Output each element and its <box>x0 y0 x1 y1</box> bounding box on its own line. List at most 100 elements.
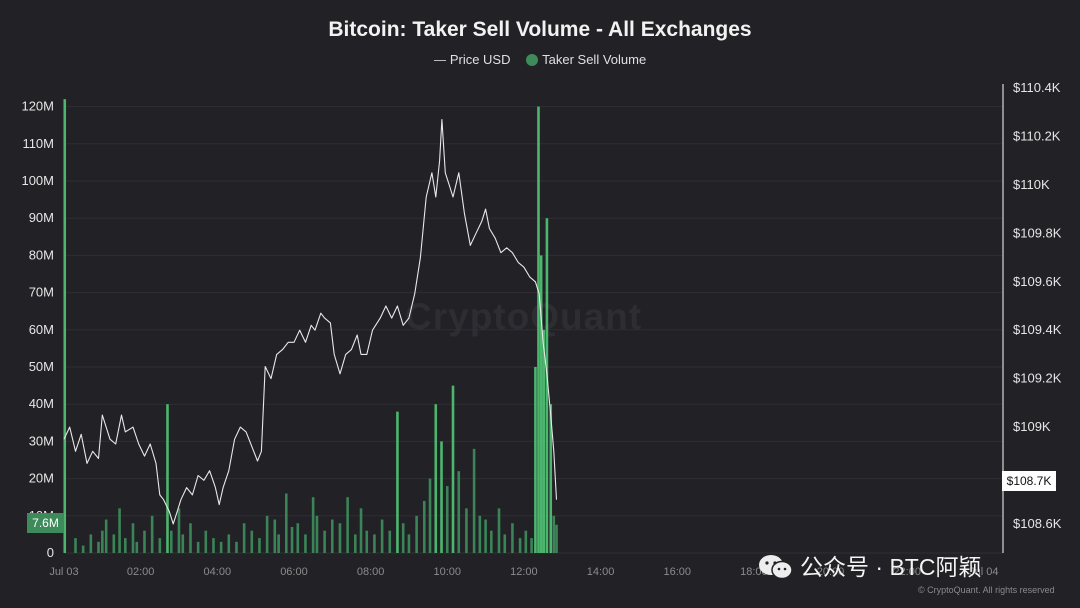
current-volume-badge: 7.6M <box>27 513 64 533</box>
volume-bar <box>552 515 556 553</box>
y-right-tick-label: $110K <box>1013 177 1050 192</box>
volume-bar <box>212 538 215 553</box>
volume-bars <box>63 99 558 553</box>
volume-bar <box>346 497 349 553</box>
volume-bar <box>503 534 507 553</box>
volume-dot-swatch <box>526 54 539 66</box>
volume-bar <box>135 541 139 553</box>
volume-bar <box>143 530 146 553</box>
legend-item-volume[interactable]: Taker Sell Volume <box>526 52 646 67</box>
x-tick-label: 10:00 <box>433 566 461 578</box>
x-tick-label: 12:00 <box>510 566 538 578</box>
wechat-icon <box>759 555 793 580</box>
volume-bar <box>534 367 537 553</box>
volume-bar <box>542 329 546 553</box>
x-tick-label: 04:00 <box>204 566 232 578</box>
volume-bar <box>150 515 154 553</box>
wechat-watermark: 公众号 · BTC阿颖 <box>758 548 981 582</box>
y-left-tick-label: 40M <box>29 396 54 411</box>
volume-bar <box>549 404 553 553</box>
volume-bar <box>242 523 246 553</box>
volume-bar <box>380 519 384 553</box>
y-right-tick-label: $109K <box>1013 419 1051 434</box>
volume-bar <box>158 538 162 553</box>
y-left-tick-label: 50M <box>29 359 54 374</box>
price-line-group <box>63 118 558 525</box>
volume-bar <box>284 493 288 553</box>
current-price-badge: $108.7K <box>1002 471 1056 491</box>
x-tick-label: 20:00 <box>817 566 845 578</box>
volume-bar <box>401 523 405 553</box>
volume-bar <box>131 523 135 553</box>
volume-bar <box>353 534 357 553</box>
volume-bar <box>524 530 528 553</box>
price-line-swatch <box>433 60 446 62</box>
volume-bar <box>330 519 334 553</box>
volume-bar <box>273 519 277 553</box>
legend-volume-label: Taker Sell Volume <box>542 52 647 67</box>
x-tick-label: 16:00 <box>663 566 691 578</box>
volume-bar <box>104 519 108 553</box>
x-tick-label: 06:00 <box>280 566 308 578</box>
volume-bar <box>166 404 169 553</box>
volume-bar <box>258 538 261 553</box>
volume-bar <box>235 541 238 553</box>
y-left-tick-label: 90M <box>29 210 54 225</box>
volume-bar <box>434 404 438 553</box>
volume-bar <box>81 545 85 553</box>
y-left-tick-label: 60M <box>29 322 54 337</box>
chart-title: Bitcoin: Taker Sell Volume - All Exchang… <box>328 18 752 41</box>
volume-bar <box>359 508 363 553</box>
y-right-tick-label: $109.2K <box>1013 371 1062 386</box>
volume-bar <box>407 534 411 553</box>
volume-bar <box>396 411 399 553</box>
y-left-tick-label: 100M <box>21 173 54 188</box>
volume-bar <box>304 534 307 553</box>
volume-bar <box>518 538 522 553</box>
price-line <box>63 118 558 525</box>
y-left-tick-label: 0 <box>47 545 54 560</box>
volume-bar <box>490 530 493 553</box>
y-right-tick-label: $110.2K <box>1013 128 1061 143</box>
y-left-tick-label: 20M <box>29 471 54 486</box>
volume-bar <box>388 530 392 553</box>
volume-bar <box>323 530 326 553</box>
y-left-tick-label: 70M <box>29 285 54 300</box>
volume-bar <box>545 218 549 553</box>
wechat-channel-name: 公众号 · BTC阿颖 <box>800 554 982 580</box>
volume-bar <box>196 541 200 553</box>
volume-bar <box>204 530 208 553</box>
x-tick-label: Jul 04 <box>969 566 998 578</box>
volume-bar <box>89 534 93 553</box>
grid <box>64 106 1003 554</box>
y-right-tick-label: $108.6K <box>1013 516 1062 531</box>
volume-bar <box>465 508 468 553</box>
volume-bar <box>373 534 376 553</box>
volume-bar <box>311 497 315 553</box>
volume-bar <box>227 534 231 553</box>
volume-bar <box>451 385 455 553</box>
volume-bar <box>478 515 482 553</box>
volume-bar <box>63 99 67 553</box>
volume-bar <box>415 515 418 553</box>
volume-bar <box>445 486 449 553</box>
volume-bar <box>497 508 501 553</box>
x-tick-label: 14:00 <box>587 566 615 578</box>
volume-bar <box>265 515 269 553</box>
volume-bar <box>539 255 543 553</box>
legend: Price USD Taker Sell Volume <box>0 52 1080 67</box>
volume-bar <box>315 515 319 553</box>
y-left-tick-label: 110M <box>22 136 54 151</box>
volume-bar <box>472 448 476 553</box>
volume-bar <box>219 541 223 553</box>
x-tick-label: 22:00 <box>893 566 921 578</box>
volume-bar <box>296 523 300 553</box>
legend-item-price[interactable]: Price USD <box>433 52 511 67</box>
x-tick-label: 08:00 <box>357 566 385 578</box>
volume-bar <box>555 524 558 553</box>
volume-bar <box>484 519 487 553</box>
volume-bar <box>277 534 280 553</box>
y-left-tick-label: 120M <box>21 99 54 114</box>
